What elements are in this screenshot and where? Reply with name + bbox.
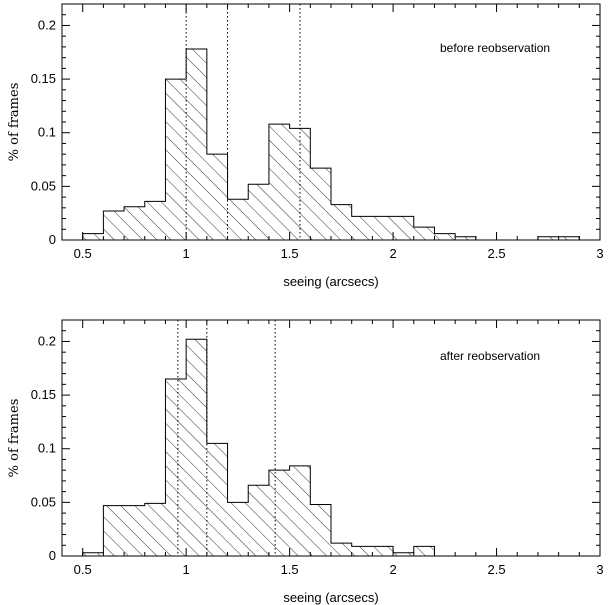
histogram-bar	[393, 552, 414, 556]
x-axis-ticks: 0.5 1 1.5 2 2.5 3	[74, 4, 604, 261]
y-tick-label: 0.2	[38, 333, 56, 348]
histogram-bar	[248, 485, 269, 556]
y-tick-label: 0.05	[31, 178, 56, 193]
histogram-bars	[82, 49, 580, 240]
histogram-bar	[331, 204, 352, 240]
histogram-bar	[268, 124, 290, 240]
histogram-bar	[558, 236, 580, 240]
histogram-bar	[351, 546, 373, 556]
y-tick-label: 0	[49, 548, 56, 563]
reference-lines	[185, 4, 301, 240]
x-tick-label: 1	[183, 562, 190, 577]
histogram-outline	[82, 338, 435, 556]
histogram-bar	[206, 443, 228, 556]
reference-lines	[177, 320, 276, 556]
histogram-bar	[144, 503, 166, 556]
histogram-bar	[82, 233, 104, 240]
y-tick-label: 0.1	[38, 125, 56, 140]
histogram-panel-before: 0.5 1 1.5 2 2.5 3 0 0.05 0.1 0.15 0.2 before reob…	[7, 3, 604, 289]
histogram-bar	[413, 227, 435, 240]
x-tick-label: 1	[183, 246, 190, 261]
histogram-bar	[537, 236, 559, 240]
histogram-bar	[310, 168, 331, 240]
histogram-bar	[434, 233, 456, 240]
histogram-bar	[289, 465, 311, 556]
y-tick-label: 0.15	[31, 71, 56, 86]
histogram-bars	[82, 339, 435, 556]
histogram-bar	[103, 505, 125, 556]
histogram-bar	[206, 154, 228, 240]
x-axis-ticks: 0.5 1 1.5 2 2.5 3	[74, 320, 604, 577]
y-tick-label: 0.2	[38, 17, 56, 32]
x-tick-label: 0.5	[74, 246, 92, 261]
histogram-bar	[455, 236, 476, 240]
histogram-bar	[351, 216, 373, 240]
y-tick-label: 0.1	[38, 441, 56, 456]
x-tick-label: 0.5	[74, 562, 92, 577]
histogram-bar	[372, 546, 394, 556]
histogram-bar	[227, 502, 249, 556]
y-axis-label: % of frames	[7, 83, 22, 162]
y-axis-label: % of frames	[7, 399, 22, 478]
histogram-bar	[227, 199, 249, 240]
histogram-bar	[186, 49, 207, 240]
histogram-step-line	[82, 338, 435, 556]
panel-annotation: before reobservation	[440, 41, 550, 55]
histogram-bar	[165, 79, 187, 240]
histogram-bar	[393, 216, 414, 240]
x-tick-label: 2	[389, 246, 396, 261]
histogram-bar	[124, 206, 145, 240]
x-axis-label: seeing (arcsecs)	[283, 274, 378, 289]
x-tick-label: 1.5	[281, 246, 299, 261]
x-tick-label: 3	[596, 562, 603, 577]
y-tick-label: 0.05	[31, 494, 56, 509]
histogram-bar	[186, 339, 207, 556]
histogram-bar	[124, 505, 145, 556]
histogram-panel-after: 0.5 1 1.5 2 2.5 3 0 0.05 0.1 0.15 0.2 after reobs…	[7, 319, 604, 605]
histogram-bar	[82, 552, 104, 556]
histogram-bar	[165, 379, 187, 556]
x-tick-label: 2.5	[487, 246, 505, 261]
y-tick-label: 0	[49, 232, 56, 247]
x-tick-label: 3	[596, 246, 603, 261]
histogram-bar	[144, 201, 166, 240]
histogram-bar	[103, 211, 125, 240]
y-axis-ticks: 0 0.05 0.1 0.15 0.2	[31, 14, 600, 247]
x-tick-label: 1.5	[281, 562, 299, 577]
y-axis-ticks: 0 0.05 0.1 0.15 0.2	[31, 330, 600, 563]
histogram-bar	[372, 216, 394, 240]
histogram-bar	[248, 184, 269, 240]
y-tick-label: 0.15	[31, 387, 56, 402]
x-tick-label: 2	[389, 562, 396, 577]
panel-annotation: after reobservation	[440, 349, 540, 363]
histogram-bar	[268, 470, 290, 556]
histogram-bar	[331, 543, 352, 556]
histogram-bar	[413, 546, 435, 556]
x-axis-label: seeing (arcsecs)	[283, 590, 378, 605]
x-tick-label: 2.5	[487, 562, 505, 577]
histogram-bar	[310, 504, 331, 556]
